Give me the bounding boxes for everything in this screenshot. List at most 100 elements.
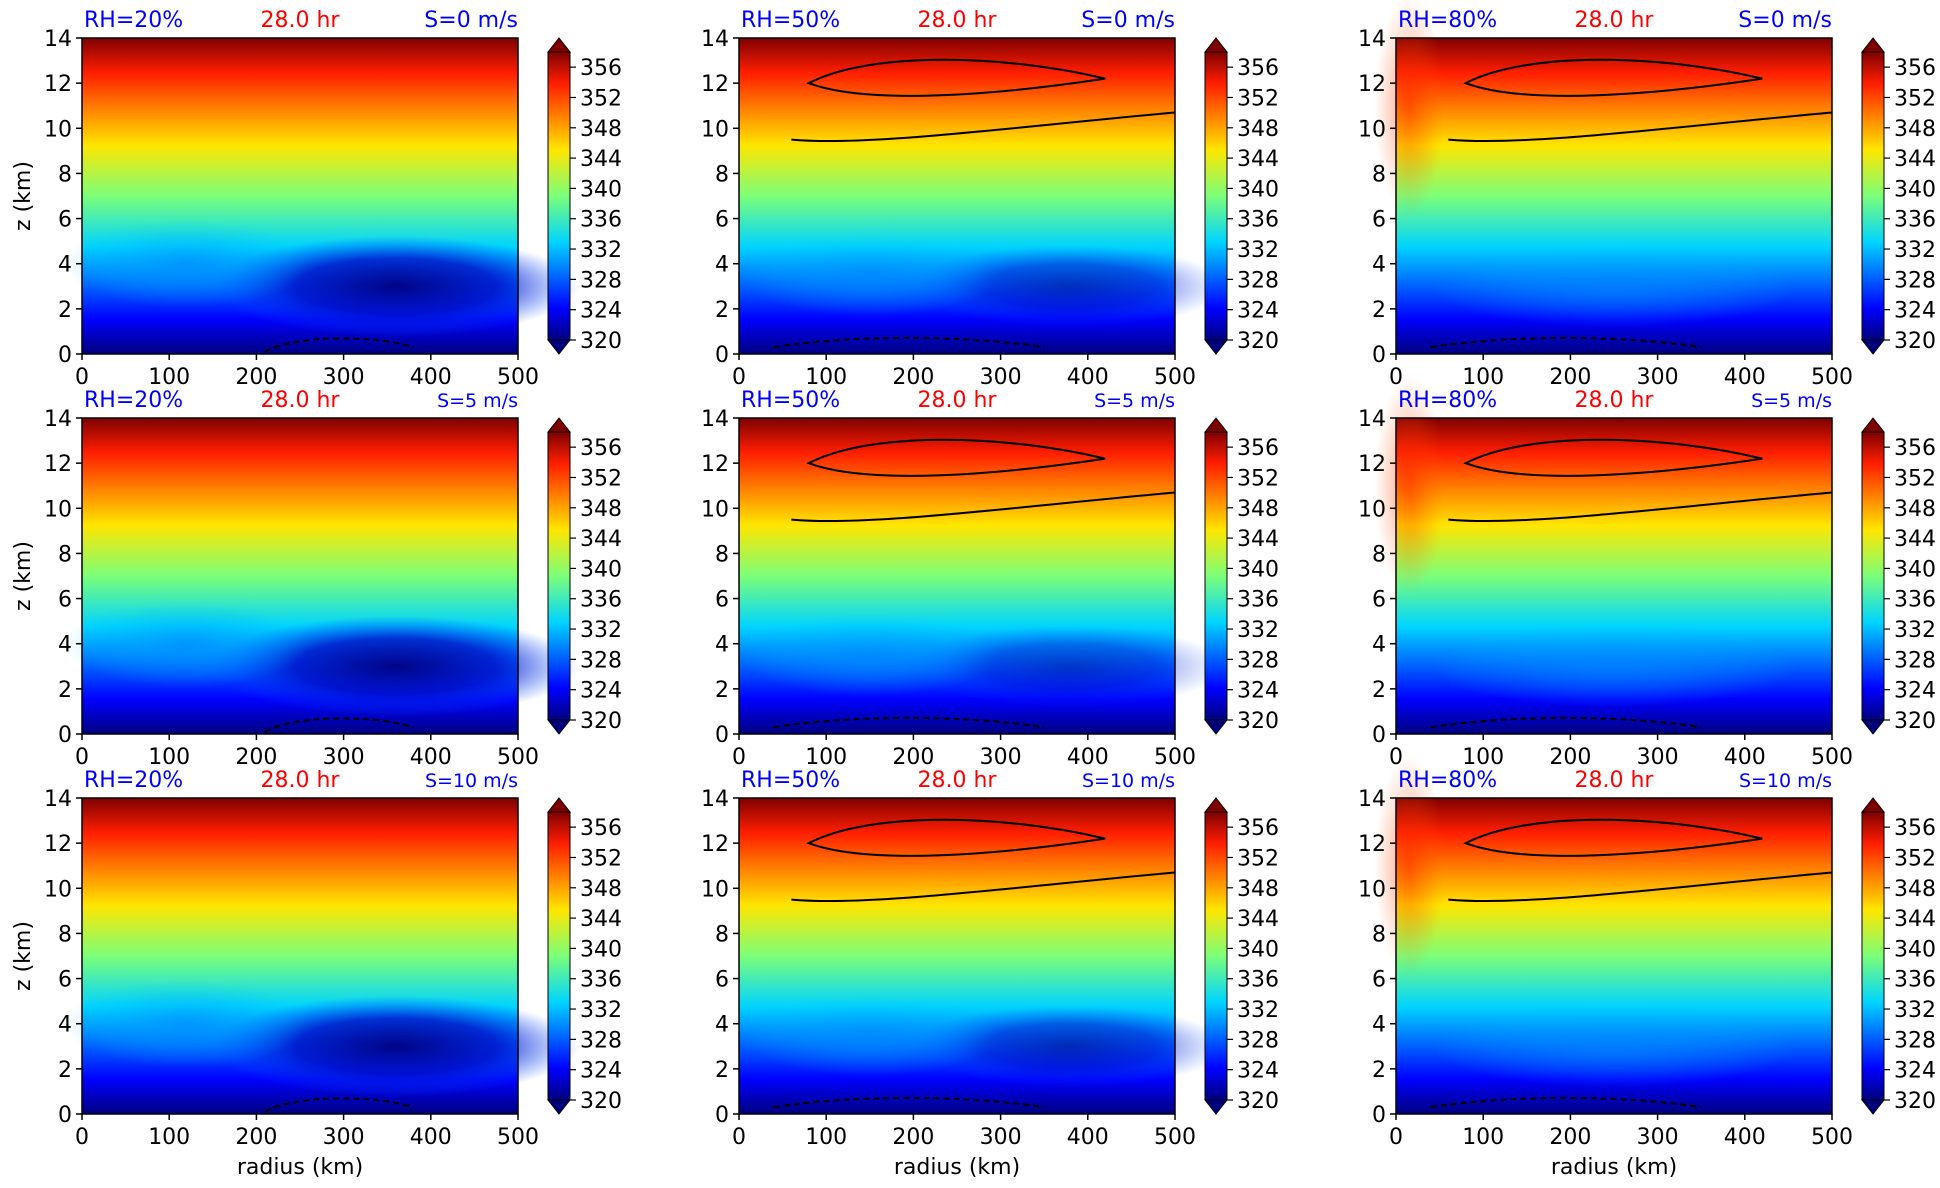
colorbar-extend-max [546,417,572,433]
cool-region [1430,245,1798,328]
x-tick-label: 100 [805,1125,847,1150]
colorbar-tick-label: 320 [1237,1089,1279,1114]
cool-region [64,219,309,308]
colorbar-tick-label: 332 [1894,238,1936,263]
contour-dashed [264,717,414,733]
colorbar: 320 324 328 332 336 340 344 348 352 356 [546,797,622,1115]
y-tick-label: 0 [715,1103,729,1128]
colorbar-gradient [1862,432,1884,720]
y-tick-label: 10 [1358,117,1386,142]
panel-title-shear: S=0 m/s [1081,8,1175,33]
cool-region [739,233,1001,317]
colorbar-tick-label: 336 [580,968,622,993]
colorbar-tick-label: 336 [1894,588,1936,613]
y-tick-label: 12 [701,452,729,477]
x-tick-label: 0 [1389,1125,1403,1150]
colorbar-tick-label: 332 [1237,238,1279,263]
colorbar-tick-label: 352 [580,846,622,871]
x-tick-label: 500 [1154,1125,1196,1150]
colorbar-tick-label: 336 [1237,968,1279,993]
x-tick-label: 200 [892,1125,934,1150]
y-tick-label: 0 [1372,343,1386,368]
colorbar-tick-label: 336 [580,208,622,233]
y-tick-label: 8 [1372,542,1386,567]
colorbar-tick-label: 324 [1237,679,1279,704]
colorbar-tick-label: 356 [1894,56,1936,81]
y-tick-label: 6 [715,208,729,233]
colorbar-extend-max [1203,797,1229,813]
x-tick-label: 100 [148,365,190,390]
panel-title-shear: S=5 m/s [1094,390,1175,412]
panel-8: 0 100 200 300 400 500 0 2 4 6 8 10 12 14 RH=50% 28.0 hr… [701,768,1279,1180]
colorbar-frame [1861,431,1885,721]
contour-dashed [264,337,414,353]
colorbar-tick-label: 340 [1237,937,1279,962]
colorbar-frame [547,811,571,1101]
colorbar-extend-min [546,1099,572,1115]
y-tick-label: 10 [701,497,729,522]
y-tick-label: 6 [715,968,729,993]
colorbar-tick-label: 336 [580,588,622,613]
panel-7: 0 100 200 300 400 500 0 2 4 6 8 10 12 14 RH=20% 28.0 hr… [11,768,622,1180]
colorbar-tick-label: 324 [580,299,622,324]
panel-title-time: 28.0 hr [261,388,341,413]
y-tick-label: 10 [701,877,729,902]
colorbar-tick-label: 348 [1894,117,1936,142]
colorbar-tick-label: 328 [580,1028,622,1053]
y-tick-label: 10 [44,117,72,142]
y-tick-label: 6 [58,208,72,233]
contour-line [791,491,1176,523]
colorbar: 320 324 328 332 336 340 344 348 352 356 [1860,797,1936,1115]
colorbar-extend-min [1203,339,1229,355]
x-tick-label: 400 [410,365,452,390]
x-tick-label: 500 [497,365,539,390]
y-tick-label: 4 [1372,1013,1386,1038]
colorbar-extend-max [1860,797,1886,813]
x-tick-label: 400 [1067,1125,1109,1150]
colorbar-tick-label: 332 [1894,998,1936,1023]
colorbar-gradient [1862,52,1884,340]
colorbar-tick-label: 324 [1894,299,1936,324]
colorbar-tick-label: 320 [1237,329,1279,354]
y-tick-label: 2 [715,678,729,703]
plot-frame [81,37,519,355]
colorbar-tick-label: 328 [1237,1028,1279,1053]
y-tick-label: 4 [1372,633,1386,658]
colorbar-gradient [1205,812,1227,1100]
panel-title-rh: RH=50% [741,8,840,33]
x-tick-label: 200 [1549,1125,1591,1150]
contours [773,818,1176,1109]
x-tick-label: 500 [1811,365,1853,390]
y-tick-label: 12 [44,72,72,97]
colorbar-frame [1861,811,1885,1101]
y-tick-label: 4 [715,1013,729,1038]
panel-title-shear: S=0 m/s [424,8,518,33]
x-tick-label: 0 [75,745,89,770]
y-tick-label: 8 [58,162,72,187]
y-tick-label: 8 [1372,922,1386,947]
x-tick-label: 100 [1462,1125,1504,1150]
colorbar-tick-label: 348 [580,877,622,902]
y-tick-label: 6 [715,588,729,613]
plot-frame [81,417,519,735]
x-tick-label: 400 [1067,365,1109,390]
colorbar-extend-min [1203,1099,1229,1115]
y-tick-label: 12 [1358,72,1386,97]
panel-4: 0 100 200 300 400 500 0 2 4 6 8 10 12 14 RH=20% 28.0 hr… [11,388,622,770]
colorbar-tick-label: 328 [1237,648,1279,673]
colorbar-gradient [1205,432,1227,720]
contour-line [1463,438,1763,477]
colorbar-tick-label: 356 [1894,816,1936,841]
panel-title-time: 28.0 hr [918,768,998,793]
colorbar-tick-label: 332 [580,998,622,1023]
y-tick-label: 8 [715,162,729,187]
colorbar-extend-max [1203,37,1229,53]
x-tick-label: 200 [235,365,277,390]
panel-title-rh: RH=50% [741,768,840,793]
y-tick-label: 6 [1372,968,1386,993]
y-tick-label: 4 [58,1013,72,1038]
colorbar-tick-label: 352 [1894,86,1936,111]
panel-title-shear: S=0 m/s [1738,8,1832,33]
